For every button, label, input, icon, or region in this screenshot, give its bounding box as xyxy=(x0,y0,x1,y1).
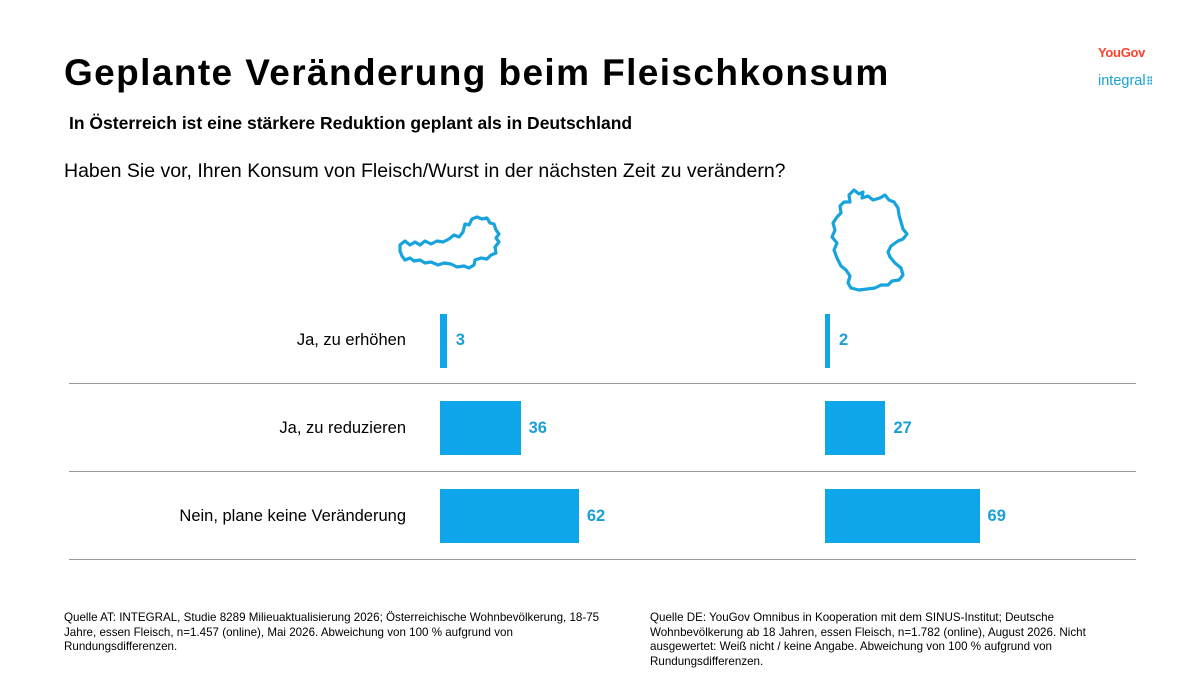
value-label-austria-reduce: 36 xyxy=(528,419,547,437)
category-label-no-change: Nein, plane keine Veränderung xyxy=(179,507,406,525)
value-label-austria-increase: 3 xyxy=(455,331,465,349)
value-label-austria-no-change: 62 xyxy=(586,507,606,525)
row-divider xyxy=(69,383,1136,384)
austria-map-icon xyxy=(398,215,501,270)
value-label-germany-reduce: 27 xyxy=(893,419,912,437)
row-divider xyxy=(69,471,1136,472)
survey-question: Haben Sie vor, Ihren Konsum von Fleisch/… xyxy=(64,160,786,182)
value-label-germany-increase: 2 xyxy=(839,331,849,349)
germany-map-icon xyxy=(830,188,909,292)
source-note-germany: Quelle DE: YouGov Omnibus in Kooperation… xyxy=(650,611,1086,668)
bar-austria-reduce xyxy=(440,401,521,455)
page-subtitle: In Österreich ist eine stärkere Reduktio… xyxy=(69,113,633,133)
bar-austria-no-change xyxy=(440,489,579,543)
category-label-increase: Ja, zu erhöhen xyxy=(296,331,406,349)
integral-logo: integral xyxy=(1098,73,1152,89)
bar-germany-no-change xyxy=(825,489,980,543)
bar-germany-increase xyxy=(825,314,830,368)
category-label-reduce: Ja, zu reduzieren xyxy=(279,419,406,437)
source-note-austria: Quelle AT: INTEGRAL, Studie 8289 Milieua… xyxy=(64,611,600,654)
integral-logo-text: integral xyxy=(1098,73,1146,89)
yougov-logo: YouGov xyxy=(1098,45,1146,60)
bar-germany-reduce xyxy=(825,401,886,455)
integral-logo-dots xyxy=(1146,76,1152,85)
page-title: Geplante Veränderung beim Fleischkonsum xyxy=(64,52,890,93)
value-label-germany-no-change: 69 xyxy=(987,507,1006,525)
bar-austria-increase xyxy=(440,314,447,368)
row-divider xyxy=(69,559,1136,560)
